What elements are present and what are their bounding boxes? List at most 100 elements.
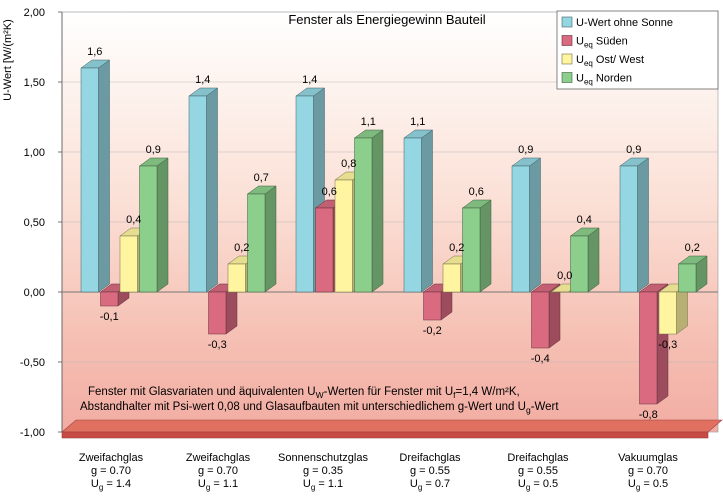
category-g-value: g = 0.55	[410, 465, 450, 477]
y-tick-label: 0,50	[24, 217, 45, 229]
category-ug-value: Ug = 0.5	[518, 478, 558, 492]
y-tick-label: 1,00	[24, 147, 45, 159]
y-axis-ticks: 2,001,501,000,500,00-0,50-1,00	[20, 7, 45, 439]
legend-entry: U-Wert ohne Sonne	[576, 17, 673, 29]
bar-side	[638, 158, 649, 292]
bar	[512, 158, 541, 292]
data-label: -0,8	[639, 409, 658, 421]
bar	[679, 256, 708, 292]
floor-top	[62, 420, 722, 432]
category-ug-value: Ug = 1.1	[198, 478, 238, 492]
bar-front	[463, 208, 481, 292]
bar-side	[588, 228, 599, 292]
category-name: Dreifachglas	[399, 452, 461, 464]
data-label: -0,3	[658, 339, 677, 351]
bar	[571, 228, 600, 292]
bar-front	[659, 292, 677, 334]
bar-front	[404, 138, 422, 292]
category-name: Dreifachglas	[507, 452, 569, 464]
bar	[463, 200, 492, 292]
legend-swatch	[562, 73, 572, 83]
data-label: 0,9	[146, 144, 161, 156]
bar	[532, 284, 561, 348]
bar-side	[549, 284, 560, 348]
y-tick-label: 0,00	[24, 287, 45, 299]
y-tick-label: -0,50	[20, 357, 45, 369]
bar	[355, 130, 384, 292]
bar-side	[530, 158, 541, 292]
bar-front	[81, 68, 99, 292]
data-label: 0,2	[449, 242, 464, 254]
data-label: 0,7	[254, 172, 269, 184]
category-name: Vakuumglas	[618, 452, 678, 464]
bar-front	[120, 236, 138, 292]
legend-entry: Ueq Süden	[576, 36, 628, 50]
bar-front	[209, 292, 227, 334]
category-g-value: g = 0.55	[518, 465, 558, 477]
data-label: 0,9	[518, 144, 533, 156]
bar-front	[640, 292, 658, 404]
category-name: Zweifachglas	[186, 452, 251, 464]
data-label: 0,9	[626, 144, 641, 156]
data-label: -0,2	[423, 325, 442, 337]
chart-floor	[62, 420, 722, 438]
y-tick-label: 1,50	[24, 77, 45, 89]
annotation-line-2: Abstandhalter mit Psi-wert 0,08 und Glas…	[80, 401, 559, 415]
chart-annotation: Fenster mit Glasvariaten und äquivalente…	[80, 386, 559, 415]
bar-side	[157, 158, 168, 292]
annotation-line-1: Fenster mit Glasvariaten und äquivalente…	[88, 386, 520, 400]
category-g-value: g = 0.70	[198, 465, 238, 477]
data-label: 1,1	[410, 116, 425, 128]
category-g-value: g = 0.70	[628, 465, 668, 477]
bar-front	[355, 138, 373, 292]
bar-front	[140, 166, 158, 292]
bar-front	[679, 264, 697, 292]
bar-front	[101, 292, 119, 306]
category-name: Sonnenschutzglas	[278, 452, 368, 464]
data-label: 1,6	[87, 46, 102, 58]
bar-front	[316, 208, 334, 292]
bar-front	[443, 264, 461, 292]
data-label: -0,3	[208, 339, 227, 351]
category-ug-value: Ug = 0.5	[628, 478, 668, 492]
bar	[248, 186, 277, 292]
bar-front	[571, 236, 589, 292]
bar-front	[228, 264, 246, 292]
data-label: 0,8	[341, 158, 356, 170]
data-label: 1,4	[302, 74, 317, 86]
bar-side	[265, 186, 276, 292]
category-ug-value: Ug = 1.4	[91, 478, 131, 492]
legend-swatch	[562, 17, 572, 27]
data-label: 0,4	[126, 214, 141, 226]
data-label: 0,4	[577, 214, 592, 226]
bar-front	[512, 166, 530, 292]
y-tick-label: -1,00	[20, 427, 45, 439]
data-label: 0,2	[685, 242, 700, 254]
category-ug-value: Ug = 1.1	[303, 478, 343, 492]
legend-swatch	[562, 54, 572, 64]
chart-title: Fenster als Energiegewinn Bauteil	[288, 12, 485, 27]
bar-front	[189, 96, 207, 292]
bar	[620, 158, 649, 292]
data-label: 0,2	[234, 242, 249, 254]
bar-front	[424, 292, 442, 320]
bar-front	[620, 166, 638, 292]
bar-front	[248, 194, 266, 292]
data-label: 0,6	[469, 186, 484, 198]
bar	[81, 60, 110, 292]
data-label: 0,6	[322, 186, 337, 198]
bar-side	[480, 200, 491, 292]
bar	[404, 130, 433, 292]
bar-side	[372, 130, 383, 292]
legend-swatch	[562, 36, 572, 46]
category-name: Zweifachglas	[79, 452, 144, 464]
category-g-value: g = 0.70	[91, 465, 131, 477]
floor-front	[62, 432, 708, 438]
bar-side	[207, 88, 218, 292]
bar-side	[99, 60, 110, 292]
data-label: -0,1	[100, 311, 119, 323]
